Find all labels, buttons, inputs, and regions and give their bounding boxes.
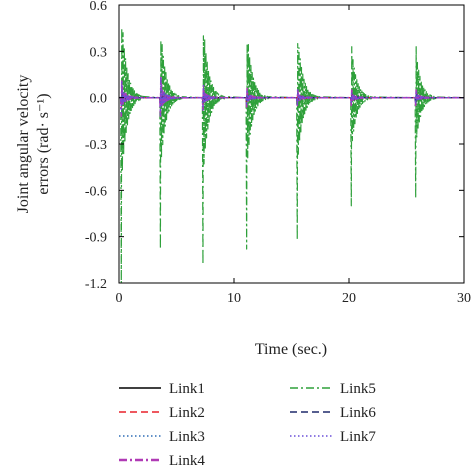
legend-label-link5: Link5 [340,381,376,397]
series-layer [119,27,464,283]
legend-label-link6: Link6 [340,405,376,421]
y-tick-label: 0.3 [90,45,108,60]
legend-label-link3: Link3 [169,429,205,445]
y-axis-label-line-1: Joint angular velocity [15,75,32,214]
series-line-link4 [119,75,464,117]
x-axis-label: Time (sec.) [255,341,327,358]
legend-label-link7: Link7 [340,429,376,445]
tick-labels: 0 10 20 30 -1.2 -0.9 -0.6 -0.3 0.0 0.3 0.6 [85,0,471,306]
x-tick-label: 10 [227,291,241,306]
legend-label-link2: Link2 [169,405,205,421]
y-tick-label: -0.3 [85,138,107,153]
series-line-link5 [119,27,464,283]
y-tick-label: 0.6 [90,0,108,14]
plot-frame [118,4,465,284]
series-line-link7 [119,76,464,117]
x-tick-label: 30 [457,291,471,306]
y-tick-label: 0.0 [90,92,108,107]
x-tick-label: 20 [342,291,356,306]
legend-label-link4: Link4 [169,453,205,469]
axes [118,4,465,284]
y-tick-label: -0.6 [85,184,107,199]
legend-label-link1: Link1 [169,381,205,397]
y-axis-label-line-2: errors (rad· s⁻¹) [35,93,52,194]
x-tick-label: 0 [116,291,123,306]
y-tick-label: -0.9 [85,231,107,246]
legend: Link1 Link2 Link3 Link4 Link5 Link6 Link7 [119,381,376,469]
y-tick-label: -1.2 [85,277,107,292]
